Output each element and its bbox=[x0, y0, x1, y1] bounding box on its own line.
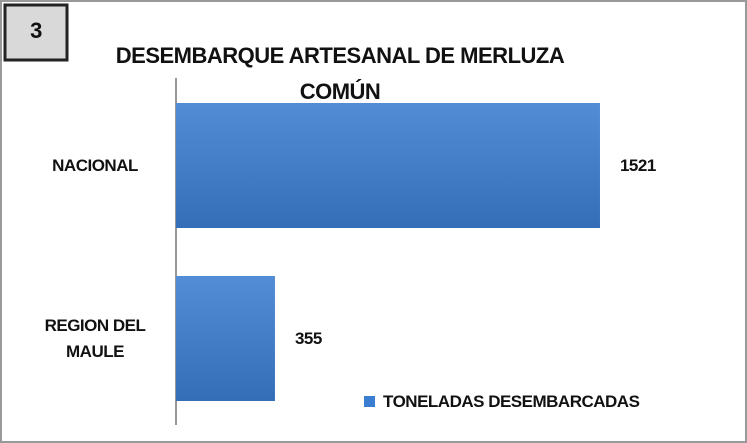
data-label: 355 bbox=[294, 328, 322, 348]
y-tick-label: NACIONAL bbox=[52, 155, 138, 175]
chart-title: DESEMBARQUE ARTESANAL DE MERLUZA COMÚN bbox=[115, 43, 565, 104]
bar-shade bbox=[176, 103, 600, 228]
legend-swatch bbox=[364, 396, 375, 407]
badge-number: 3 bbox=[30, 18, 42, 43]
data-label: 1521 bbox=[619, 155, 656, 175]
y-tick-label: REGION DEL MAULE bbox=[44, 315, 146, 361]
bar-shade bbox=[176, 276, 275, 401]
legend-label: TONELADAS DESEMBARCADAS bbox=[383, 392, 640, 411]
badge-box bbox=[3, 3, 69, 62]
